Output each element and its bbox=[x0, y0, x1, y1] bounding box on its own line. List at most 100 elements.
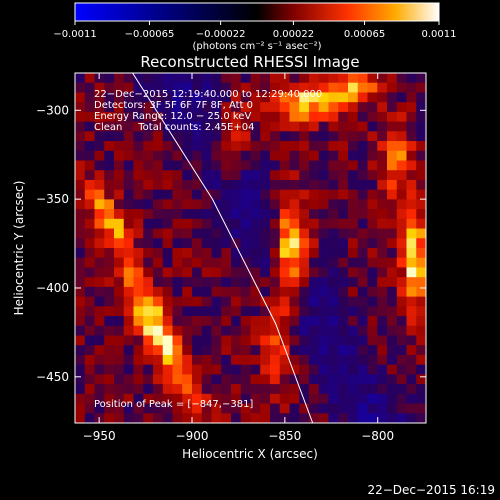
plot-frame bbox=[74, 72, 427, 424]
heatmap-cell bbox=[406, 267, 417, 278]
heatmap-cell bbox=[162, 228, 174, 239]
heatmap-cell bbox=[231, 170, 242, 181]
heatmap-cell bbox=[104, 141, 115, 152]
heatmap-cell bbox=[84, 296, 96, 307]
heatmap-cell bbox=[84, 199, 96, 210]
heatmap-cell bbox=[416, 73, 426, 84]
heatmap-cell bbox=[201, 179, 213, 191]
heatmap-cell bbox=[75, 354, 86, 366]
x-tick-label: −950 bbox=[83, 429, 116, 443]
heatmap-cell bbox=[318, 209, 330, 220]
heatmap-cell bbox=[201, 325, 213, 337]
heatmap-cell bbox=[309, 335, 320, 346]
heatmap-cell bbox=[84, 228, 96, 239]
heatmap-cell bbox=[123, 277, 135, 288]
heatmap-cell bbox=[201, 92, 213, 103]
heatmap-cell bbox=[348, 150, 359, 162]
heatmap-cell bbox=[416, 189, 426, 200]
colorbar-tick-label: −0.00022 bbox=[196, 29, 246, 40]
heatmap-cell bbox=[192, 121, 203, 132]
heatmap-cell bbox=[211, 160, 222, 171]
heatmap-cell bbox=[367, 189, 378, 200]
heatmap-cell bbox=[299, 82, 310, 94]
heatmap-cell bbox=[94, 179, 105, 191]
heatmap-cell bbox=[270, 160, 281, 171]
heatmap-cell bbox=[367, 82, 378, 94]
heatmap-cell bbox=[84, 335, 96, 346]
heatmap-cell bbox=[231, 238, 242, 249]
heatmap-cell bbox=[328, 335, 339, 346]
heatmap-cell bbox=[270, 286, 281, 298]
heatmap-cell bbox=[231, 403, 242, 414]
heatmap-cell bbox=[357, 170, 369, 181]
heatmap-cell bbox=[260, 218, 271, 230]
heatmap-cell bbox=[240, 286, 252, 298]
heatmap-cell bbox=[299, 354, 310, 366]
heatmap-cell bbox=[416, 170, 426, 181]
heatmap-cell bbox=[318, 354, 330, 366]
heatmap-cell bbox=[221, 374, 232, 385]
heatmap-cell bbox=[338, 354, 349, 366]
heatmap-cell bbox=[279, 403, 291, 414]
heatmap-cell bbox=[143, 150, 154, 162]
heatmap-cell bbox=[338, 277, 349, 288]
heatmap-cell bbox=[377, 228, 388, 239]
heatmap-cell bbox=[114, 209, 125, 220]
heatmap-cell bbox=[406, 403, 417, 414]
heatmap-cell bbox=[231, 131, 242, 142]
heatmap-cell bbox=[94, 121, 105, 132]
heatmap-cell bbox=[192, 209, 203, 220]
heatmap-cell bbox=[396, 170, 408, 181]
heatmap-cell bbox=[94, 111, 105, 123]
heatmap-cell bbox=[318, 141, 330, 152]
heatmap-cell bbox=[318, 374, 330, 385]
heatmap-cell bbox=[396, 277, 408, 288]
heatmap-cell bbox=[153, 92, 164, 103]
heatmap-cell bbox=[377, 121, 388, 132]
heatmap-cell bbox=[133, 73, 144, 84]
heatmap-cell bbox=[84, 189, 96, 200]
heatmap-cell bbox=[289, 228, 300, 239]
heatmap-cell bbox=[133, 248, 144, 259]
heatmap-cell bbox=[143, 238, 154, 249]
heatmap-cell bbox=[289, 92, 300, 103]
heatmap-cell bbox=[289, 170, 300, 181]
heatmap-cell bbox=[396, 102, 408, 113]
heatmap-cell bbox=[367, 286, 378, 298]
heatmap-cell bbox=[328, 316, 339, 327]
heatmap-cell bbox=[357, 102, 369, 113]
heatmap-cell bbox=[416, 228, 426, 239]
heatmap-cell bbox=[182, 384, 193, 395]
heatmap-cell bbox=[299, 189, 310, 200]
heatmap-cell bbox=[299, 364, 310, 375]
heatmap-cell bbox=[396, 403, 408, 414]
footer-timestamp: 22−Dec−2015 16:19 bbox=[367, 483, 495, 497]
heatmap-cell bbox=[143, 248, 154, 259]
heatmap-cell bbox=[104, 131, 115, 142]
heatmap-cell bbox=[338, 238, 349, 249]
heatmap-cell bbox=[328, 393, 339, 405]
heatmap-cell bbox=[348, 345, 359, 356]
heatmap-cell bbox=[338, 73, 349, 84]
heatmap-cell bbox=[114, 102, 125, 113]
heatmap-cell bbox=[84, 325, 96, 337]
heatmap-cell bbox=[338, 150, 349, 162]
heatmap-cell bbox=[377, 393, 388, 405]
heatmap-cell bbox=[299, 111, 310, 123]
heatmap-cell bbox=[387, 403, 398, 414]
heatmap-cell bbox=[318, 179, 330, 191]
heatmap-cell bbox=[182, 393, 193, 405]
heatmap-cell bbox=[211, 82, 222, 94]
heatmap-cell bbox=[406, 160, 417, 171]
heatmap-cell bbox=[309, 209, 320, 220]
heatmap-cell bbox=[328, 364, 339, 375]
heatmap-cell bbox=[143, 257, 154, 269]
heatmap-cell bbox=[182, 218, 193, 230]
heatmap-cell bbox=[114, 374, 125, 385]
heatmap-cell bbox=[182, 316, 193, 327]
heatmap-cell bbox=[406, 150, 417, 162]
heatmap-cell bbox=[387, 111, 398, 123]
heatmap-cell bbox=[153, 209, 164, 220]
heatmap-cell bbox=[172, 102, 183, 113]
heatmap-cell bbox=[104, 92, 115, 103]
